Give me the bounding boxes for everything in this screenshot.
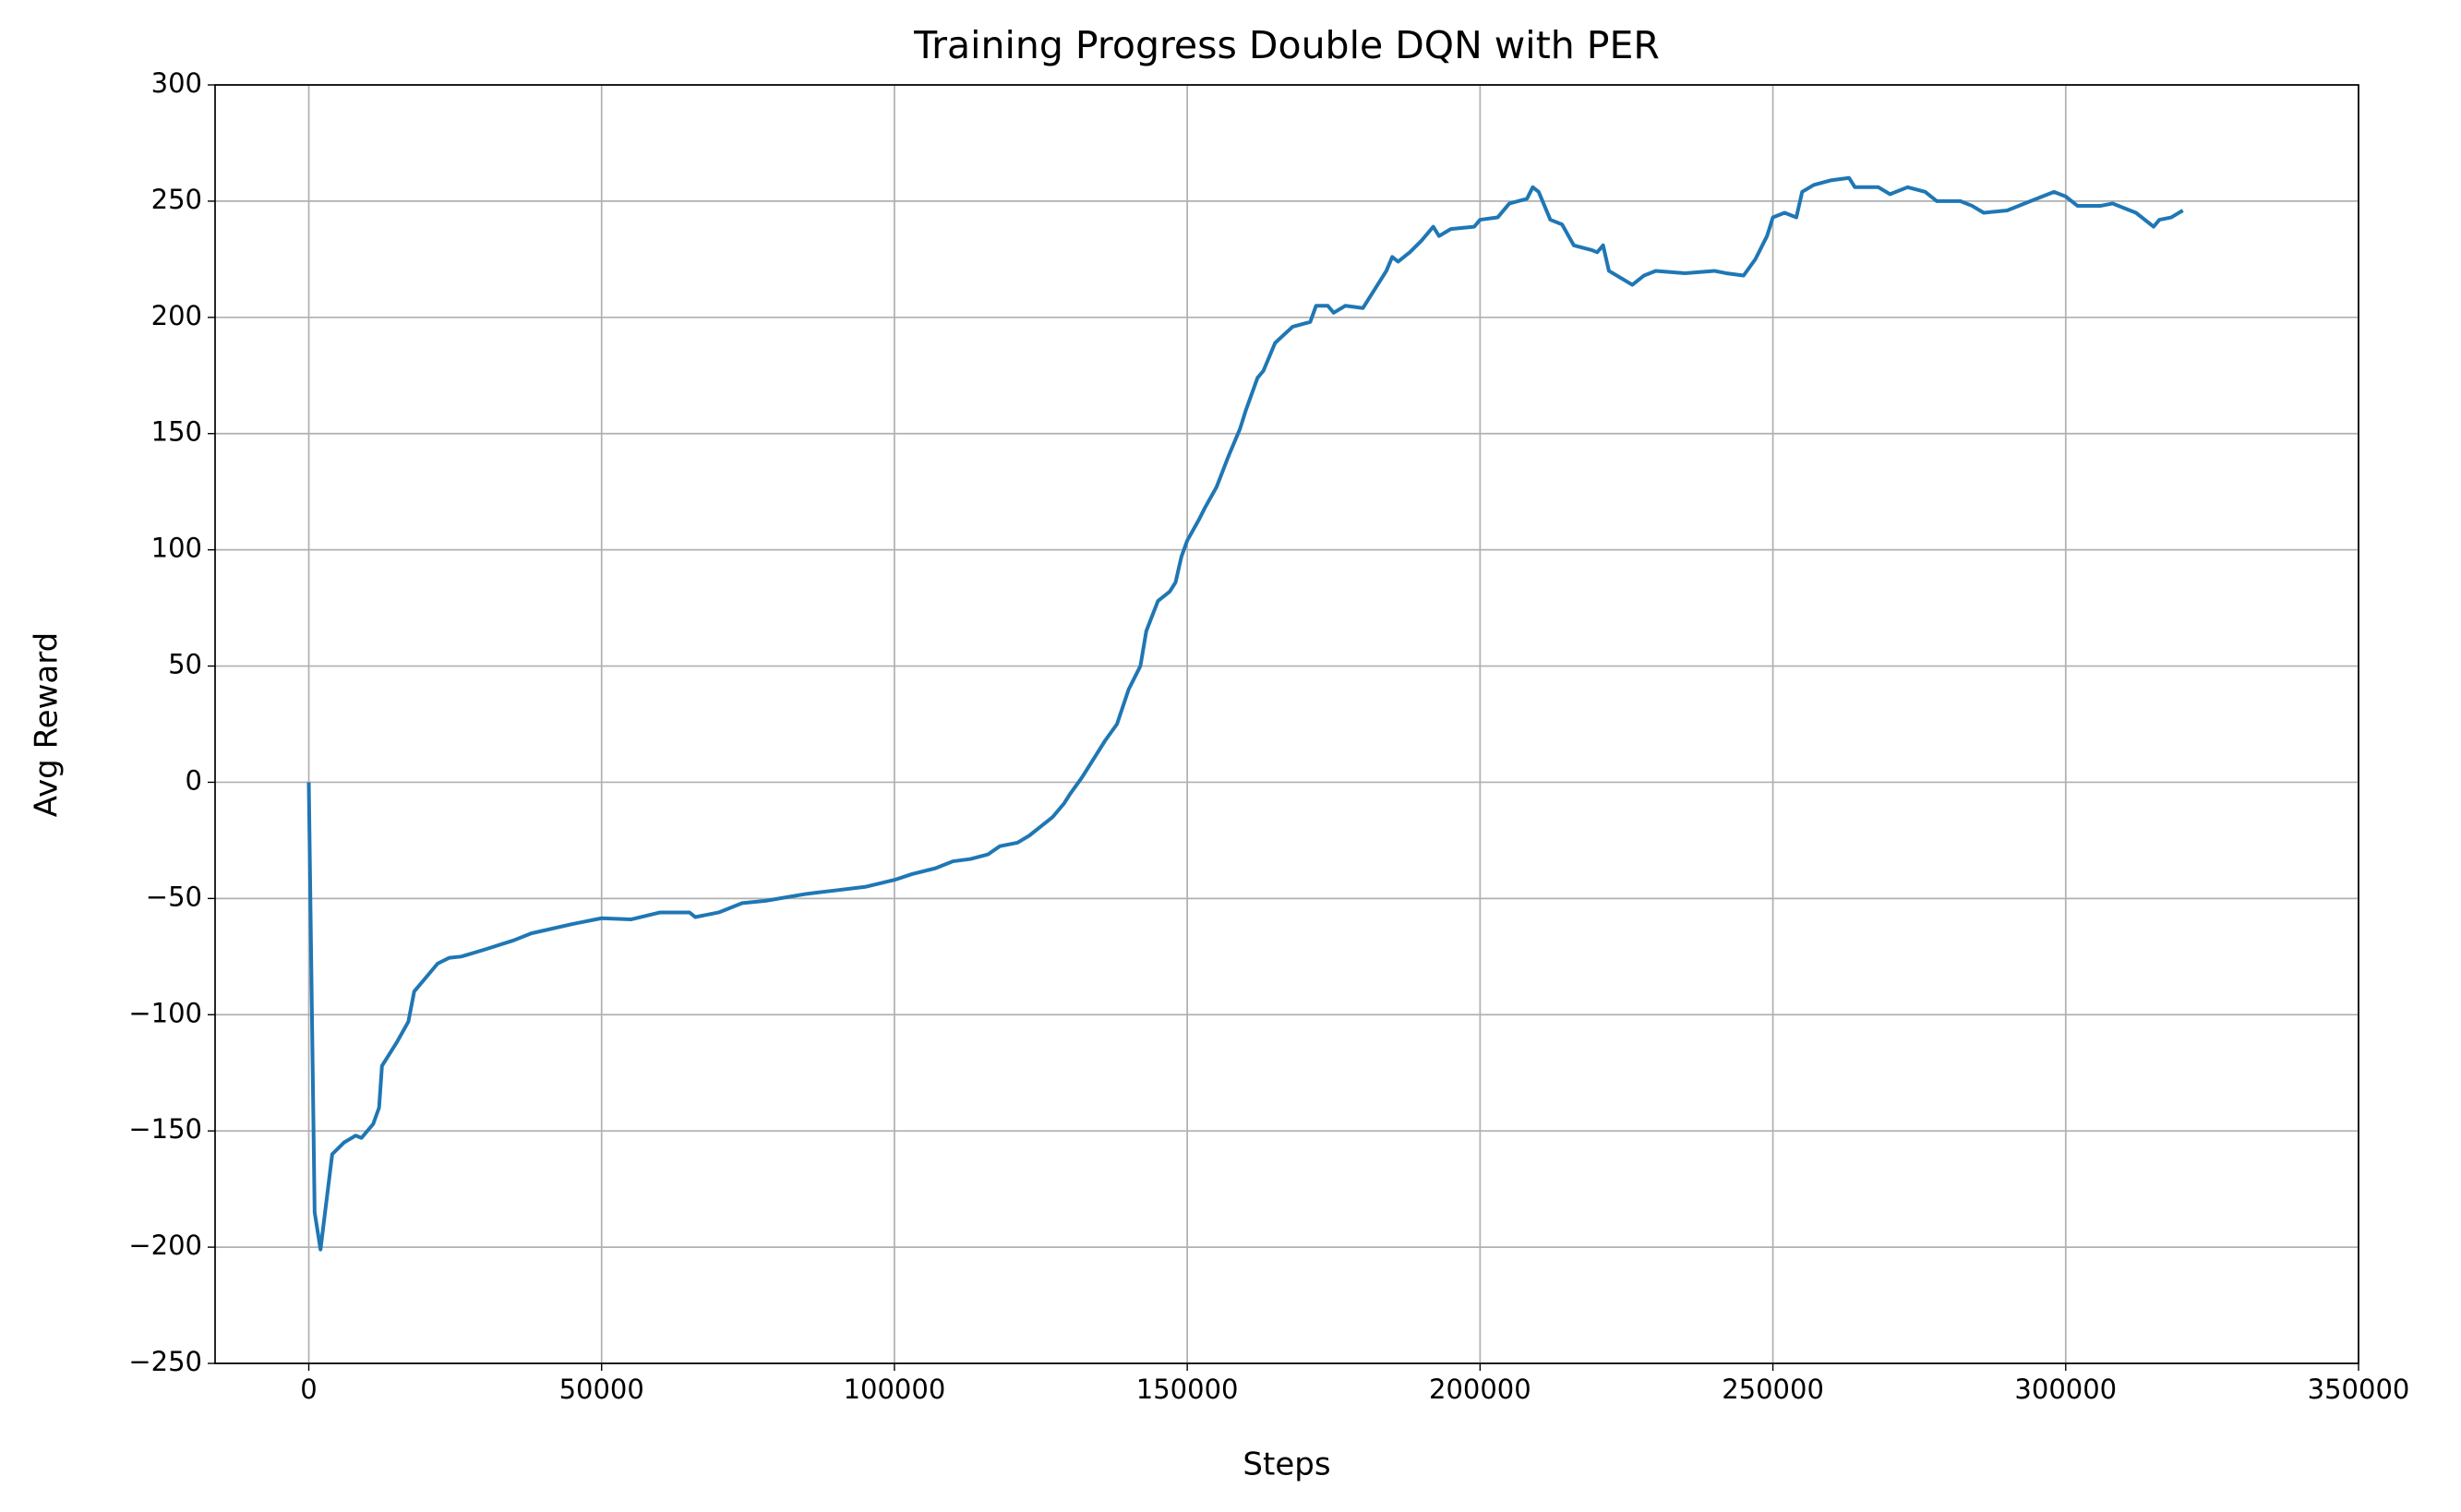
x-tick-label: 300000 <box>2014 1374 2117 1405</box>
y-tick-label: 200 <box>151 300 202 331</box>
y-tick-label: −250 <box>128 1346 202 1377</box>
x-tick-label: 0 <box>300 1374 317 1405</box>
y-tick-label: 300 <box>151 67 202 99</box>
x-tick-label: 100000 <box>844 1374 946 1405</box>
y-tick-label: −100 <box>128 997 202 1028</box>
plot-frame <box>214 84 2359 1364</box>
data-line <box>306 175 2184 1252</box>
y-tick-label: −200 <box>128 1230 202 1261</box>
y-tick-label: 0 <box>186 764 202 796</box>
y-tick-label: 50 <box>168 649 202 680</box>
x-tick-label: 250000 <box>1722 1374 1824 1405</box>
x-axis-label: Steps <box>1243 1446 1330 1483</box>
x-tick-label: 200000 <box>1429 1374 1531 1405</box>
y-tick-label: 150 <box>151 416 202 448</box>
y-tick-label: −50 <box>146 881 202 912</box>
y-axis-label: Avg Reward <box>29 632 66 817</box>
y-tick-label: 250 <box>151 184 202 215</box>
chart-title: Training Progress Double DQN with PER <box>913 23 1660 67</box>
y-tick-label: −150 <box>128 1113 202 1145</box>
x-tick-label: 150000 <box>1136 1374 1239 1405</box>
x-tick-label: 350000 <box>2308 1374 2410 1405</box>
y-tick-label: 100 <box>151 533 202 564</box>
x-tick-label: 50000 <box>559 1374 644 1405</box>
